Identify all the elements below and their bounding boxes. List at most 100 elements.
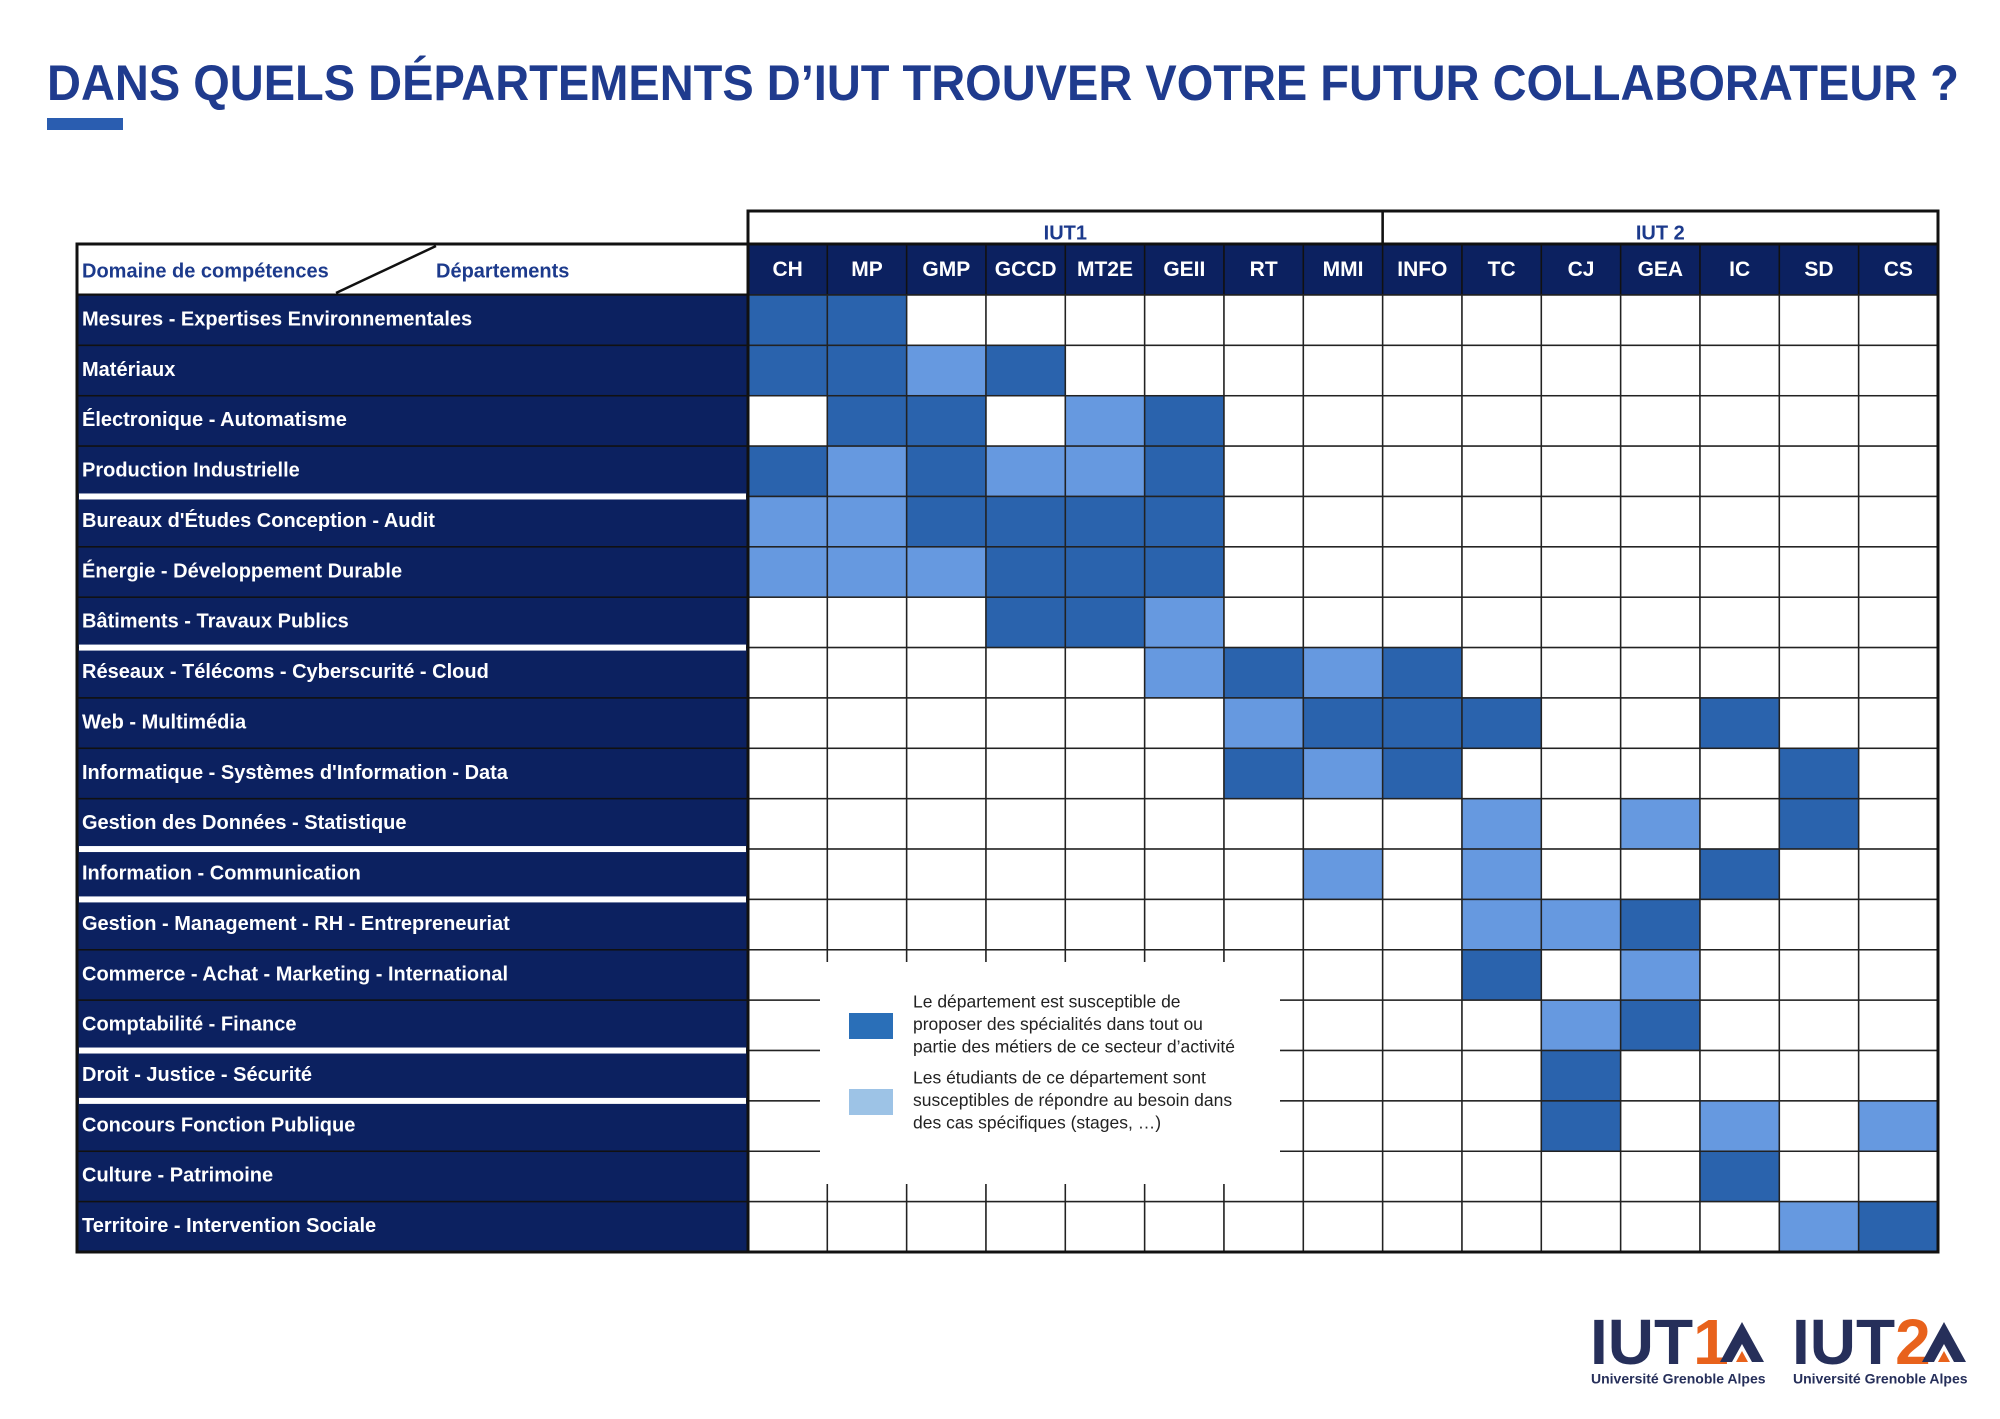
department-label: RT [1250,258,1278,281]
corner-diagonal [335,244,437,295]
matrix-cell [905,747,987,800]
matrix-cell [1778,646,1860,699]
matrix-cell [1857,646,1939,699]
matrix-cell [1857,394,1939,447]
matrix-cell [1778,999,1860,1052]
matrix-cell [1540,949,1622,1001]
matrix-cell [1857,1200,1939,1253]
matrix-cell [826,596,908,649]
matrix-cell [1381,1049,1463,1102]
matrix-cell [1461,949,1543,1001]
matrix-cell [1064,848,1146,901]
matrix-cell [985,646,1067,699]
matrix-cell [747,848,829,901]
group-label: IUT 2 [1636,222,1685,244]
matrix-cell [1540,848,1622,901]
matrix-cell [1619,697,1701,750]
domain-cell [76,898,749,951]
matrix-cell [1143,646,1225,699]
matrix-cell [985,596,1067,649]
matrix-cell [1699,848,1781,901]
matrix-cell [1143,1200,1225,1253]
matrix-cell [1699,999,1781,1052]
matrix-cell [747,747,829,800]
matrix-cell [1143,394,1225,447]
matrix-cell [1064,546,1146,598]
matrix-cell [826,747,908,800]
matrix-cell [1540,898,1622,951]
matrix-cell [1461,797,1543,850]
matrix-cell [1699,344,1781,397]
matrix-cell [1778,344,1860,397]
matrix-cell [985,445,1067,498]
matrix-cell [1461,394,1543,447]
matrix-cell [1223,546,1305,598]
matrix-cell [1381,445,1463,498]
domain-cell [76,949,749,1001]
department-header-cell [1223,243,1305,296]
matrix-cell [1540,747,1622,800]
matrix-cell [1540,1200,1622,1253]
domain-label: Électronique - Automatisme [82,408,347,431]
matrix-cell [1540,797,1622,850]
domain-cell [76,797,749,850]
matrix-cell [905,546,987,598]
domain-label: Commerce - Achat - Marketing - Internati… [82,963,508,985]
matrix-cell [1461,344,1543,397]
department-label: CJ [1568,258,1595,281]
matrix-cell [1381,949,1463,1001]
matrix-cell [826,848,908,901]
matrix-cell [1778,394,1860,447]
matrix-cell [747,495,829,548]
matrix-cell [1857,999,1939,1052]
matrix-cell [905,596,987,649]
matrix-cell [1857,445,1939,498]
matrix-cell [905,344,987,397]
matrix-cell [1461,546,1543,598]
matrix-cell [1302,1049,1384,1102]
matrix-cell [1619,646,1701,699]
logo-number: 1 [1693,1306,1729,1378]
matrix-cell [1302,697,1384,750]
matrix-cell [1461,1150,1543,1203]
matrix-cell [1223,697,1305,750]
matrix-cell [1064,797,1146,850]
matrix-cell [1778,848,1860,901]
matrix-cell [1461,294,1543,347]
domain-label: Matériaux [82,359,175,381]
matrix-cell [1619,949,1701,1001]
matrix-cell [1699,394,1781,447]
legend-text: Les étudiants de ce département sont [913,1068,1206,1088]
matrix-cell [1064,445,1146,498]
logo-prefix: IUT [1590,1306,1693,1378]
matrix-cell [1540,1049,1622,1102]
matrix-cell [1302,949,1384,1001]
department-label: GEII [1163,258,1205,281]
matrix-cell [1143,344,1225,397]
matrix-cell [1461,898,1543,951]
matrix-cell [1381,1200,1463,1253]
department-label: CH [772,258,802,281]
logo-text: IUT2 [1792,1306,1931,1378]
matrix-cell [905,898,987,951]
matrix-cell [1381,1100,1463,1153]
matrix-cell [1857,949,1939,1001]
matrix-cell [1223,344,1305,397]
matrix-cell [1381,596,1463,649]
matrix-cell [1143,495,1225,548]
domain-label: Culture - Patrimoine [82,1165,273,1187]
matrix-cell [747,546,829,598]
domain-label: Gestion des Données - Statistique [82,812,407,834]
matrix-cell [1699,747,1781,800]
matrix-cell [1143,747,1225,800]
matrix-cell [1857,1100,1939,1153]
matrix-cell [826,495,908,548]
matrix-cell [826,797,908,850]
matrix-cell [747,344,829,397]
matrix-cell [747,1100,829,1153]
matrix-cell [1223,294,1305,347]
matrix-cell [1143,596,1225,649]
matrix-cell [985,344,1067,397]
logo-mark [1720,1322,1764,1362]
